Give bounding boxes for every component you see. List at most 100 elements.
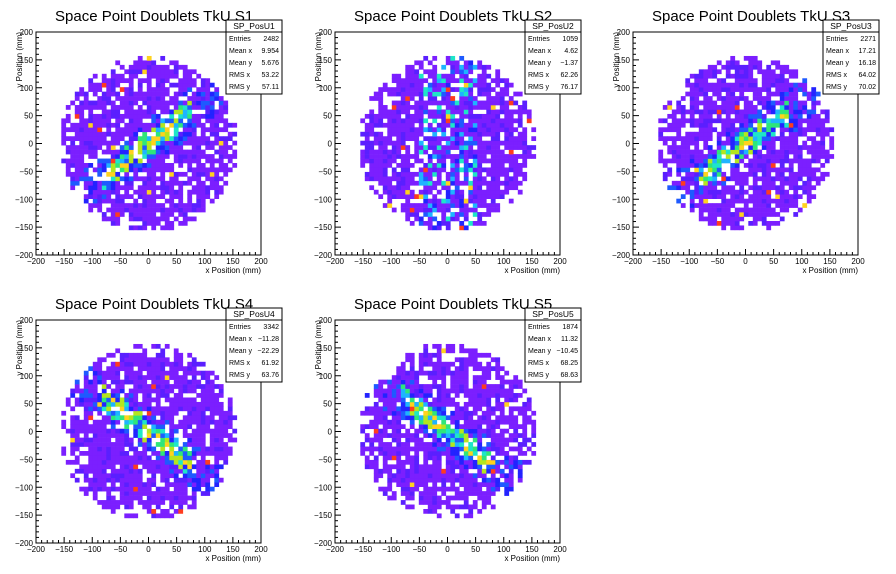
heatmap-cell <box>83 384 89 389</box>
heatmap-cell <box>427 154 433 159</box>
heatmap-cell <box>182 464 188 470</box>
heatmap-cell <box>504 158 510 164</box>
heatmap-cell <box>775 189 781 195</box>
heatmap-cell <box>378 176 384 182</box>
heatmap-cell <box>820 131 826 137</box>
heatmap-cell <box>151 415 157 421</box>
heatmap-cell <box>151 433 157 438</box>
heatmap-cell <box>513 415 519 421</box>
heatmap-cell <box>504 428 510 434</box>
heatmap-cell <box>146 410 152 416</box>
heatmap-cell <box>508 131 514 137</box>
heatmap-cell <box>97 477 103 483</box>
heatmap-cell <box>689 118 695 124</box>
heatmap-cell <box>173 406 179 412</box>
heatmap-cell <box>712 105 718 110</box>
heatmap-cell <box>477 464 483 470</box>
heatmap-cell <box>369 464 375 470</box>
heatmap-cell <box>106 455 112 461</box>
heatmap-cell <box>378 100 384 106</box>
heatmap-cell <box>92 393 98 398</box>
heatmap-cell <box>689 113 695 119</box>
heatmap-cell <box>770 180 776 186</box>
heatmap-cell <box>178 82 184 88</box>
heatmap-cell <box>477 433 483 438</box>
heatmap-cell <box>65 158 71 164</box>
heatmap-cell <box>441 113 447 119</box>
heatmap-cell <box>698 189 704 195</box>
heatmap-cell <box>441 500 447 505</box>
heatmap-cell <box>481 145 487 150</box>
heatmap-cell <box>369 171 375 177</box>
heatmap-cell <box>495 482 501 487</box>
heatmap-cell <box>74 437 80 443</box>
heatmap-cell <box>396 154 402 159</box>
heatmap-cell <box>74 455 80 461</box>
heatmap-cell <box>423 149 429 155</box>
heatmap-cell <box>680 109 686 115</box>
heatmap-cell <box>182 203 188 208</box>
heatmap-cell <box>454 451 460 456</box>
heatmap-cell <box>445 194 451 199</box>
heatmap-cell <box>418 366 424 372</box>
heatmap-cell <box>369 410 375 416</box>
heatmap-cell <box>155 113 161 119</box>
heatmap-cell <box>414 203 420 208</box>
heatmap-cell <box>97 203 103 208</box>
heatmap-cell <box>191 401 197 407</box>
heatmap-cell <box>182 491 188 496</box>
heatmap-cell <box>178 366 184 372</box>
heatmap-cell <box>137 459 143 465</box>
heatmap-cell <box>522 163 528 168</box>
heatmap-cell <box>205 370 211 376</box>
heatmap-cell <box>481 446 487 452</box>
heatmap-cell <box>173 468 179 474</box>
stats-key: RMS y <box>229 372 251 379</box>
heatmap-cell <box>445 171 451 177</box>
heatmap-cell <box>146 459 152 465</box>
heatmap-cell <box>450 64 456 70</box>
heatmap-cell <box>214 87 220 92</box>
heatmap-cell <box>504 91 510 97</box>
heatmap-cell <box>725 122 731 128</box>
heatmap-cell <box>761 100 767 106</box>
heatmap-cell <box>115 60 121 66</box>
heatmap-cell <box>730 55 736 61</box>
heatmap-cell <box>730 203 736 208</box>
heatmap-cell <box>155 91 161 97</box>
heatmap-cell <box>463 163 469 168</box>
heatmap-cell <box>680 203 686 208</box>
heatmap-cell <box>436 220 442 226</box>
heatmap-cell <box>721 109 727 115</box>
heatmap-cell <box>766 149 772 155</box>
heatmap-cell <box>119 477 125 483</box>
heatmap-cell <box>784 100 790 106</box>
heatmap-cell <box>418 189 424 195</box>
heatmap-cell <box>369 154 375 159</box>
heatmap-cell <box>106 477 112 483</box>
heatmap-cell <box>155 194 161 199</box>
heatmap-cell <box>92 185 98 191</box>
heatmap-cell <box>133 477 139 483</box>
heatmap-cell <box>436 171 442 177</box>
heatmap-cell <box>200 149 206 155</box>
heatmap-cell <box>499 189 505 195</box>
heatmap-cell <box>155 96 161 101</box>
heatmap-cell <box>182 69 188 75</box>
heatmap-cell <box>504 464 510 470</box>
heatmap-cell <box>531 424 537 430</box>
heatmap-cell <box>119 384 125 389</box>
heatmap-cell <box>761 158 767 164</box>
heatmap-cell <box>477 366 483 372</box>
heatmap-cell <box>133 388 139 394</box>
heatmap-cell <box>400 109 406 115</box>
heatmap-cell <box>133 370 139 376</box>
heatmap-cell <box>761 154 767 159</box>
heatmap-cell <box>106 384 112 389</box>
heatmap-cell <box>499 158 505 164</box>
heatmap-cell <box>468 149 474 155</box>
heatmap-cell <box>88 442 94 447</box>
heatmap-cell <box>92 118 98 124</box>
heatmap-cell <box>730 189 736 195</box>
heatmap-cell <box>423 109 429 115</box>
